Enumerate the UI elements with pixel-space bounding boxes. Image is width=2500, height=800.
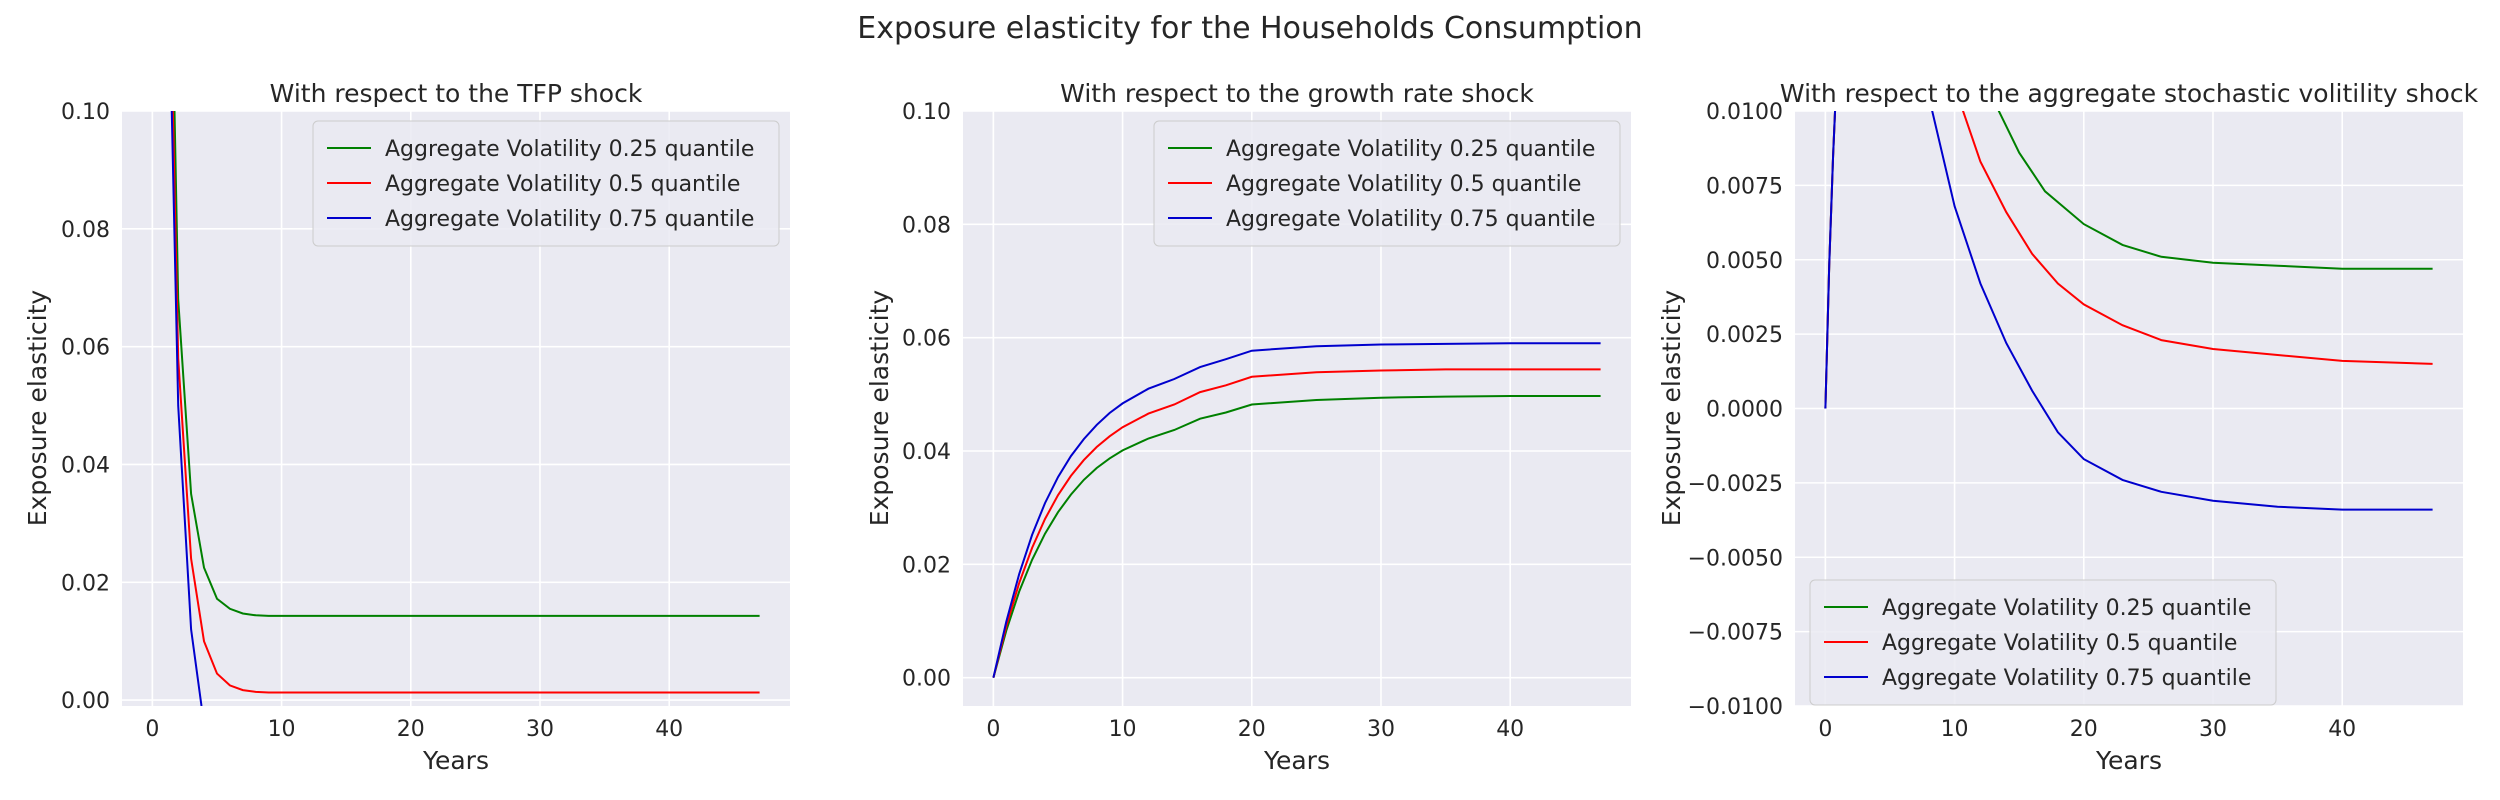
x-tick-label: 10 [268, 717, 296, 742]
x-tick-label: 0 [986, 717, 1000, 742]
series-line [992, 368, 1601, 678]
y-tick-labels: −0.0100 −0.0075 −0.0050 −0.0025 0.0000 0.0025… [1688, 100, 1783, 720]
y-axis-label: Exposure elasticity [23, 290, 52, 527]
y-tick-label: 0.06 [61, 336, 110, 361]
legend-entry: Aggregate Volatility 0.25 quantile [1882, 596, 2251, 621]
series-line [992, 342, 1601, 678]
series-line [992, 395, 1601, 678]
series-line [1824, 111, 2433, 409]
series-layer [992, 342, 1601, 678]
series-layer [1824, 111, 2433, 511]
subplot-title: With respect to the growth rate shock [1060, 79, 1534, 108]
x-tick-label: 10 [1109, 717, 1137, 742]
y-tick-label: 0.04 [902, 440, 951, 465]
subplot-growth: 0 10 20 30 40 0.00 0.02 0.04 0.06 0.08 0.10 With … [865, 79, 1631, 775]
x-tick-label: 20 [2070, 717, 2098, 742]
x-tick-label: 0 [1818, 717, 1832, 742]
legend-entry: Aggregate Volatility 0.25 quantile [385, 137, 754, 162]
y-tick-label: 0.08 [61, 218, 110, 243]
y-tick-label: 0.0025 [1706, 323, 1783, 348]
x-tick-labels: 0 10 20 30 40 [986, 717, 1524, 742]
x-axis-label: Years [1263, 746, 1330, 775]
legend: Aggregate Volatility 0.25 quantile Aggreg… [1153, 120, 1621, 247]
y-tick-label: 0.02 [61, 571, 110, 596]
legend-entry: Aggregate Volatility 0.75 quantile [385, 207, 754, 232]
legend-entry: Aggregate Volatility 0.5 quantile [1882, 631, 2237, 656]
grid [1795, 110, 2463, 707]
legend: Aggregate Volatility 0.25 quantile Aggreg… [312, 120, 780, 247]
y-tick-label: 0.06 [902, 327, 951, 352]
y-tick-labels: 0.00 0.02 0.04 0.06 0.08 0.10 [902, 100, 951, 692]
y-tick-label: −0.0050 [1688, 546, 1783, 571]
y-tick-label: 0.02 [902, 553, 951, 578]
y-tick-label: 0.04 [61, 453, 110, 478]
y-axis-label: Exposure elasticity [865, 290, 894, 527]
y-tick-label: 0.00 [902, 667, 951, 692]
y-axis-label: Exposure elasticity [1657, 290, 1686, 527]
subplot-volatility: 0 10 20 30 40 −0.0100 −0.0075 −0.0050 −0.0025 0.… [1657, 79, 2479, 775]
x-tick-labels: 0 10 20 30 40 [1818, 717, 2356, 742]
x-tick-label: 40 [2328, 717, 2356, 742]
legend-entry: Aggregate Volatility 0.75 quantile [1882, 666, 2251, 691]
y-tick-label: −0.0025 [1688, 472, 1783, 497]
x-tick-label: 30 [2199, 717, 2227, 742]
series-line [1824, 111, 2433, 511]
y-tick-label: 0.0075 [1706, 174, 1783, 199]
legend-frame [1809, 579, 2277, 706]
y-tick-labels: 0.00 0.02 0.04 0.06 0.08 0.10 [61, 100, 110, 714]
y-tick-label: 0.0050 [1706, 249, 1783, 274]
subplot-tfp: 0 10 20 30 40 0.00 0.02 0.04 0.06 0.08 0.10 With … [23, 79, 790, 775]
legend-entry: Aggregate Volatility 0.5 quantile [1226, 172, 1581, 197]
y-tick-label: 0.00 [61, 689, 110, 714]
x-tick-label: 30 [526, 717, 554, 742]
y-tick-label: 0.08 [902, 213, 951, 238]
y-tick-label: −0.0100 [1688, 695, 1783, 720]
x-tick-label: 40 [655, 717, 683, 742]
subplot-title: With respect to the aggregate stochastic… [1780, 79, 2479, 108]
series-layer [170, 111, 760, 706]
figure-title: Exposure elasticity for the Households C… [857, 11, 1642, 46]
subplot-title: With respect to the TFP shock [270, 79, 643, 108]
y-tick-label: 0.10 [902, 100, 951, 125]
x-axis-label: Years [2095, 746, 2162, 775]
x-tick-label: 30 [1367, 717, 1395, 742]
y-tick-label: −0.0075 [1688, 621, 1783, 646]
legend-entry: Aggregate Volatility 0.5 quantile [385, 172, 740, 197]
x-tick-label: 20 [1238, 717, 1266, 742]
y-tick-label: 0.10 [61, 100, 110, 125]
x-tick-label: 40 [1496, 717, 1524, 742]
x-tick-labels: 0 10 20 30 40 [145, 717, 683, 742]
legend-frame [1153, 120, 1621, 247]
legend-entry: Aggregate Volatility 0.25 quantile [1226, 137, 1595, 162]
x-axis-label: Years [422, 746, 489, 775]
x-tick-label: 10 [1941, 717, 1969, 742]
y-tick-label: 0.0100 [1706, 100, 1783, 125]
series-line [173, 111, 760, 617]
series-line [170, 111, 203, 706]
legend-entry: Aggregate Volatility 0.75 quantile [1226, 207, 1595, 232]
legend: Aggregate Volatility 0.25 quantile Aggreg… [1809, 579, 2277, 706]
x-tick-label: 20 [397, 717, 425, 742]
legend-frame [312, 120, 780, 247]
x-tick-label: 0 [145, 717, 159, 742]
series-line [171, 111, 760, 694]
y-tick-label: 0.0000 [1706, 398, 1783, 423]
